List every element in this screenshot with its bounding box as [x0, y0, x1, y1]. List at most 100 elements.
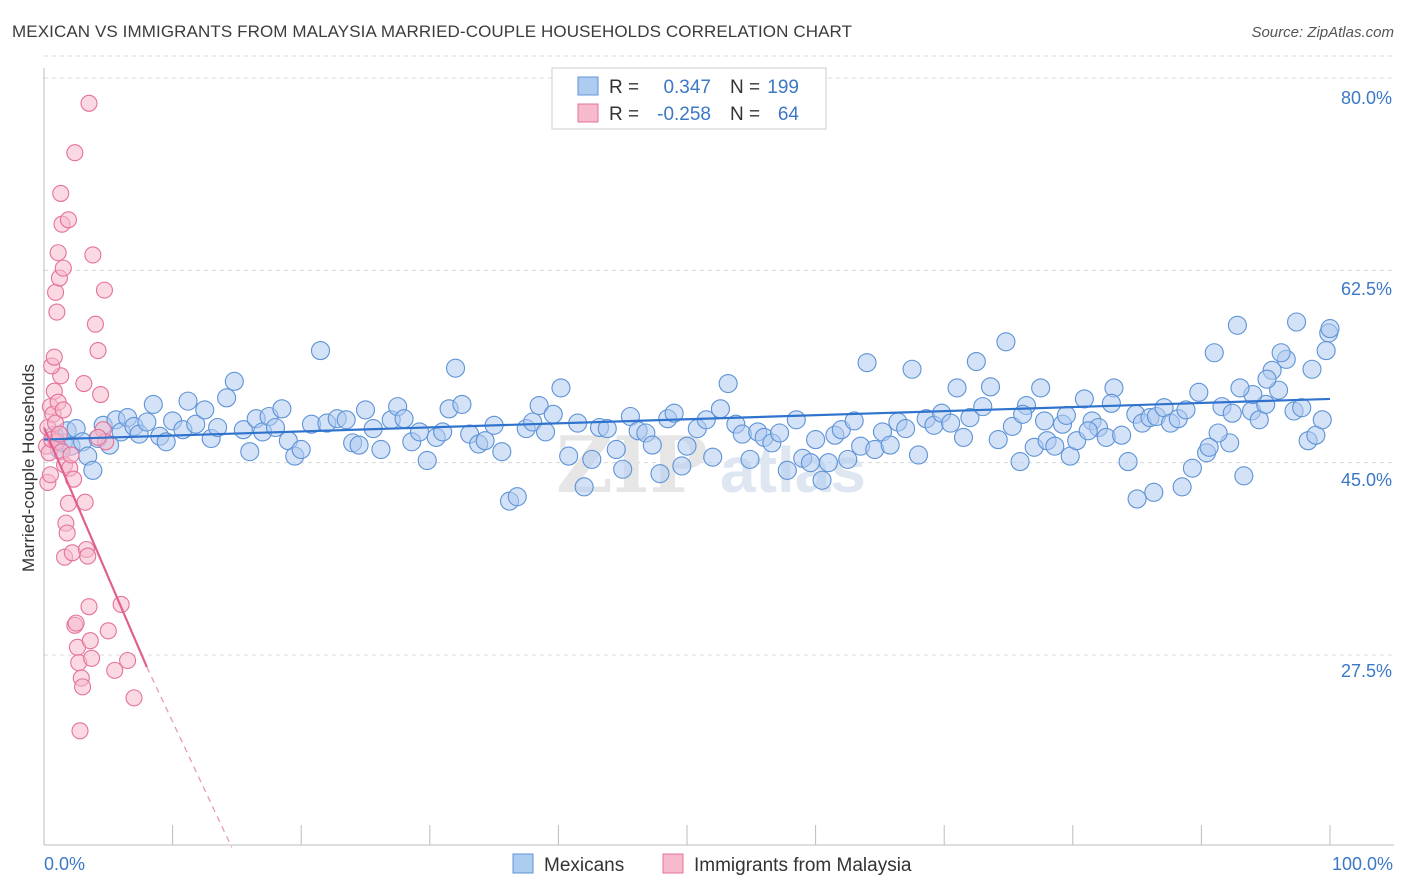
data-point-mexicans — [1172, 477, 1192, 497]
data-point-mexicans — [786, 410, 806, 430]
data-point-mexicans — [156, 432, 176, 452]
data-point-mexicans — [574, 477, 594, 497]
data-point-mexicans — [1204, 343, 1224, 363]
data-point-malaysia — [71, 722, 89, 740]
data-point-mexicans — [507, 487, 527, 507]
x-tick-label-max: 100.0% — [1332, 854, 1393, 874]
data-point-mexicans — [973, 397, 993, 417]
chart-title: MEXICAN VS IMMIGRANTS FROM MALAYSIA MARR… — [12, 22, 853, 41]
data-point-mexicans — [650, 464, 670, 484]
data-point-mexicans — [672, 456, 692, 476]
data-point-mexicans — [1118, 452, 1138, 472]
data-point-mexicans — [535, 422, 556, 442]
data-point-mexicans — [988, 430, 1008, 450]
legend-n-value: 199 — [767, 77, 799, 98]
legend-r-label: R = — [609, 104, 639, 125]
data-point-malaysia — [63, 544, 81, 562]
data-point-mexicans — [310, 341, 331, 361]
data-point-mexicans — [137, 412, 157, 432]
data-point-mexicans — [186, 414, 206, 434]
data-point-mexicans — [966, 352, 986, 372]
data-point-malaysia — [95, 281, 113, 299]
data-point-mexicans — [740, 449, 760, 469]
data-point-mexicans — [1234, 466, 1254, 486]
data-point-malaysia — [106, 661, 124, 679]
data-point-mexicans — [178, 391, 198, 411]
data-point-malaysia — [75, 374, 93, 393]
data-point-malaysia — [99, 622, 117, 640]
data-point-mexicans — [1034, 411, 1055, 431]
data-point-mexicans — [1227, 315, 1247, 335]
data-point-mexicans — [1127, 489, 1147, 509]
data-point-mexicans — [208, 417, 228, 438]
data-point-malaysia — [66, 144, 84, 162]
data-point-mexicans — [818, 453, 839, 473]
data-point-malaysia — [92, 385, 110, 404]
data-point-mexicans — [896, 419, 916, 439]
data-point-mexicans — [83, 460, 103, 480]
data-point-mexicans — [1320, 319, 1340, 339]
data-point-mexicans — [1144, 482, 1164, 502]
y-tick-label: 62.5% — [1341, 279, 1392, 299]
data-point-mexicans — [224, 371, 244, 391]
data-point-mexicans — [1292, 398, 1312, 418]
data-point-mexicans — [1078, 421, 1098, 441]
data-point-malaysia — [74, 678, 92, 696]
data-point-malaysia — [62, 446, 80, 464]
data-point-mexicans — [291, 439, 311, 460]
data-point-mexicans — [953, 427, 974, 447]
data-point-mexicans — [349, 435, 369, 455]
legend-r-label: R = — [609, 77, 639, 98]
data-point-mexicans — [143, 394, 163, 414]
data-point-mexicans — [551, 378, 571, 398]
data-point-mexicans — [543, 404, 563, 424]
data-point-malaysia — [49, 244, 67, 262]
bottom-legend: Mexicans Immigrants from Malaysia — [512, 853, 912, 876]
series-mexicans — [44, 312, 1340, 511]
data-point-mexicans — [1182, 458, 1202, 478]
data-point-mexicans — [452, 394, 472, 414]
data-point-mexicans — [1302, 359, 1322, 379]
data-point-malaysia — [80, 598, 98, 616]
data-point-mexicans — [960, 408, 980, 428]
data-point-mexicans — [613, 459, 633, 479]
legend-n-value: 64 — [778, 104, 800, 125]
data-point-mexicans — [664, 403, 684, 423]
data-point-mexicans — [1056, 405, 1076, 425]
data-point-mexicans — [1312, 410, 1332, 430]
data-point-malaysia — [45, 348, 63, 366]
data-point-malaysia — [58, 524, 76, 542]
data-point-mexicans — [272, 399, 292, 419]
data-point-mexicans — [417, 450, 437, 471]
data-point-mexicans — [355, 400, 376, 420]
x-axis-ticks — [43, 825, 1331, 845]
data-point-mexicans — [1269, 380, 1289, 400]
data-point-mexicans — [1287, 312, 1307, 332]
data-point-mexicans — [1230, 378, 1250, 398]
trend-line-malaysia-extrapolated — [146, 666, 233, 848]
data-point-malaysia — [41, 466, 59, 484]
data-point-mexicans — [980, 377, 1001, 397]
bottom-legend-malaysia: Immigrants from Malaysia — [694, 855, 912, 876]
source-label: Source: ZipAtlas.com — [1251, 24, 1394, 41]
data-point-mexicans — [880, 435, 900, 455]
data-point-malaysia — [83, 649, 101, 667]
trend-line-malaysia — [42, 427, 148, 668]
data-point-mexicans — [475, 431, 495, 451]
data-point-mexicans — [800, 453, 821, 473]
data-point-mexicans — [1257, 369, 1277, 389]
data-point-mexicans — [642, 435, 662, 455]
data-point-mexicans — [195, 400, 215, 420]
y-tick-label: 45.0% — [1341, 470, 1392, 490]
data-point-malaysia — [79, 547, 97, 565]
data-point-mexicans — [902, 359, 922, 379]
data-point-mexicans — [1271, 343, 1291, 363]
data-point-mexicans — [217, 388, 237, 408]
bottom-legend-mexicans: Mexicans — [544, 855, 624, 876]
data-point-mexicans — [492, 442, 512, 462]
data-point-malaysia — [80, 94, 98, 112]
data-point-mexicans — [394, 409, 414, 429]
data-point-mexicans — [1316, 341, 1336, 361]
data-point-mexicans — [677, 436, 697, 456]
